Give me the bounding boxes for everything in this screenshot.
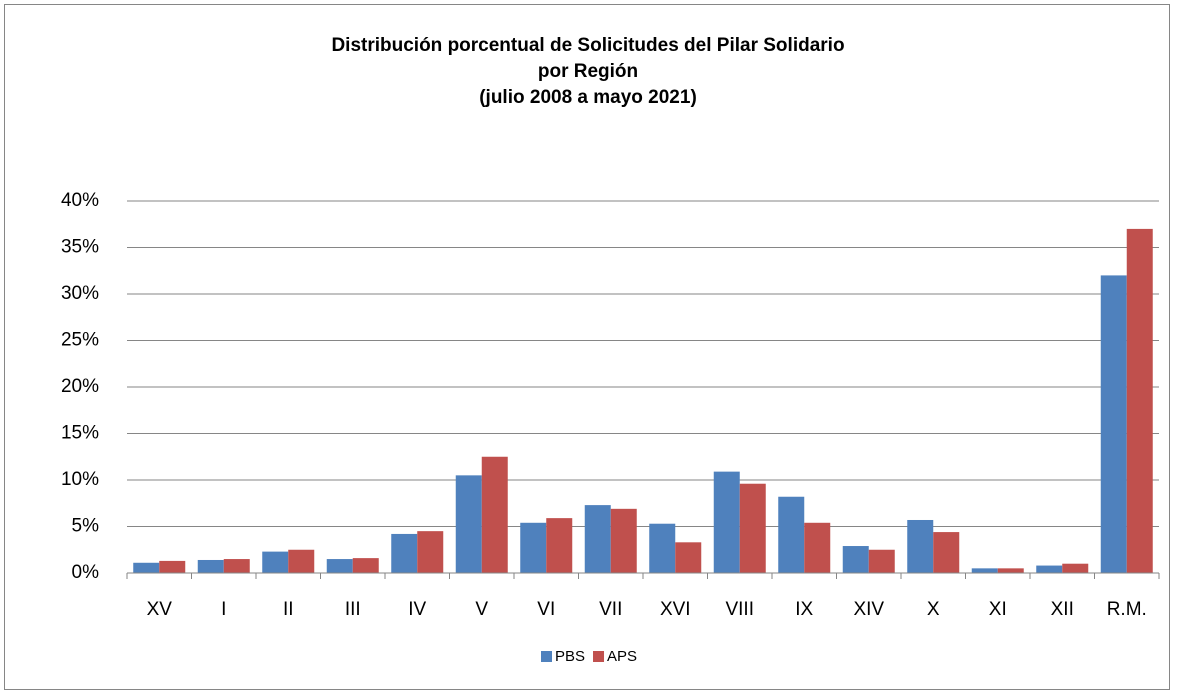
y-tick-label: 5% <box>72 516 100 537</box>
y-tick-label: 20% <box>61 376 99 397</box>
x-tick-label: VI <box>537 599 555 620</box>
y-tick-label: 25% <box>61 330 99 351</box>
bar <box>997 568 1024 573</box>
bar <box>1062 563 1089 573</box>
bar <box>133 562 160 573</box>
x-tick-label: V <box>475 599 488 620</box>
x-tick-label: III <box>345 599 361 620</box>
bar <box>675 542 702 573</box>
legend-label: APS <box>607 648 637 665</box>
bar <box>520 522 547 573</box>
bar <box>481 456 508 573</box>
x-tick-label: VIII <box>725 599 754 620</box>
bar <box>610 508 637 573</box>
bar <box>649 523 676 573</box>
bar <box>223 559 250 573</box>
bar <box>933 532 960 573</box>
bar <box>262 551 289 573</box>
legend-swatch <box>593 651 605 662</box>
x-tick-label: VII <box>599 599 622 620</box>
bar <box>417 531 444 573</box>
x-tick-label: XIV <box>853 599 884 620</box>
chart-title: Distribución porcentual de Solicitudes d… <box>331 35 844 56</box>
y-tick-label: 0% <box>72 562 100 583</box>
bar <box>804 522 831 573</box>
bar <box>739 483 766 573</box>
x-tick-label: II <box>283 599 294 620</box>
bar <box>1126 228 1153 573</box>
y-tick-label: 10% <box>61 469 99 490</box>
x-tick-label: XVI <box>660 599 691 620</box>
bar <box>1036 565 1063 573</box>
bar <box>842 546 869 573</box>
x-tick-label: XI <box>989 599 1007 620</box>
bar <box>288 549 315 573</box>
bar <box>159 560 186 573</box>
bar <box>1100 275 1127 573</box>
x-tick-label: XV <box>147 599 173 620</box>
chart-border <box>4 4 1170 690</box>
bar <box>455 475 482 573</box>
bar <box>326 559 353 573</box>
bar <box>778 496 805 573</box>
legend-label: PBS <box>555 648 585 665</box>
y-tick-label: 30% <box>61 283 99 304</box>
chart-title: por Región <box>538 61 638 82</box>
y-tick-label: 35% <box>61 237 99 258</box>
x-tick-label: XII <box>1051 599 1074 620</box>
x-tick-label: IV <box>408 599 426 620</box>
bar <box>391 533 418 573</box>
bar <box>971 568 998 573</box>
bar <box>352 558 379 573</box>
bar <box>868 549 895 573</box>
bar <box>197 559 224 573</box>
bar <box>713 471 740 573</box>
chart-title: (julio 2008 a mayo 2021) <box>479 87 697 108</box>
x-tick-label: IX <box>795 599 813 620</box>
bar <box>584 505 611 573</box>
x-tick-label: X <box>927 599 940 620</box>
x-tick-label: I <box>221 599 226 620</box>
y-tick-label: 40% <box>61 190 99 211</box>
legend-swatch <box>541 651 552 662</box>
y-tick-label: 15% <box>61 423 99 444</box>
x-tick-label: R.M. <box>1107 599 1147 620</box>
bar <box>546 518 573 573</box>
bar <box>907 519 934 573</box>
